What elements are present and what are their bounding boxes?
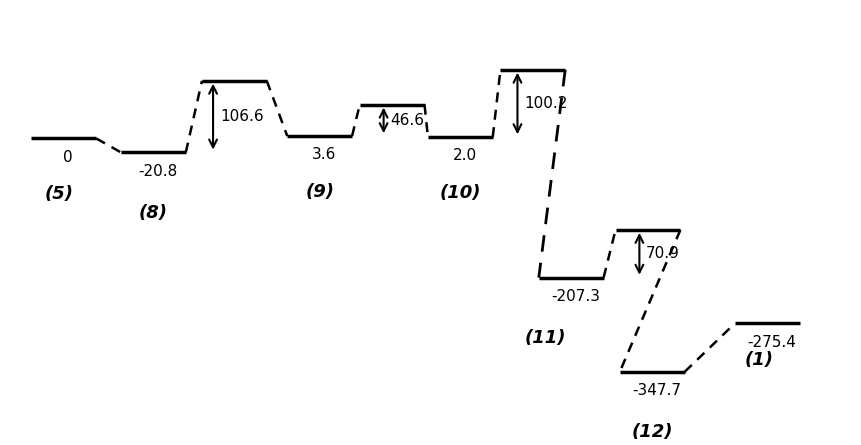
Text: 70.9: 70.9 — [647, 247, 680, 261]
Text: (11): (11) — [525, 329, 567, 347]
Text: -347.7: -347.7 — [632, 383, 681, 398]
Text: 46.6: 46.6 — [390, 113, 424, 128]
Text: 3.6: 3.6 — [312, 147, 336, 162]
Text: -207.3: -207.3 — [551, 289, 600, 304]
Text: -20.8: -20.8 — [138, 164, 177, 178]
Text: (10): (10) — [440, 184, 481, 202]
Text: 106.6: 106.6 — [220, 109, 263, 124]
Text: 2.0: 2.0 — [453, 148, 477, 163]
Text: 0: 0 — [64, 150, 73, 165]
Text: -275.4: -275.4 — [747, 335, 796, 350]
Text: 100.2: 100.2 — [524, 96, 567, 111]
Text: (12): (12) — [631, 423, 673, 441]
Text: (5): (5) — [45, 185, 74, 203]
Text: (9): (9) — [305, 183, 334, 201]
Text: (1): (1) — [744, 352, 773, 369]
Text: (8): (8) — [139, 204, 168, 222]
